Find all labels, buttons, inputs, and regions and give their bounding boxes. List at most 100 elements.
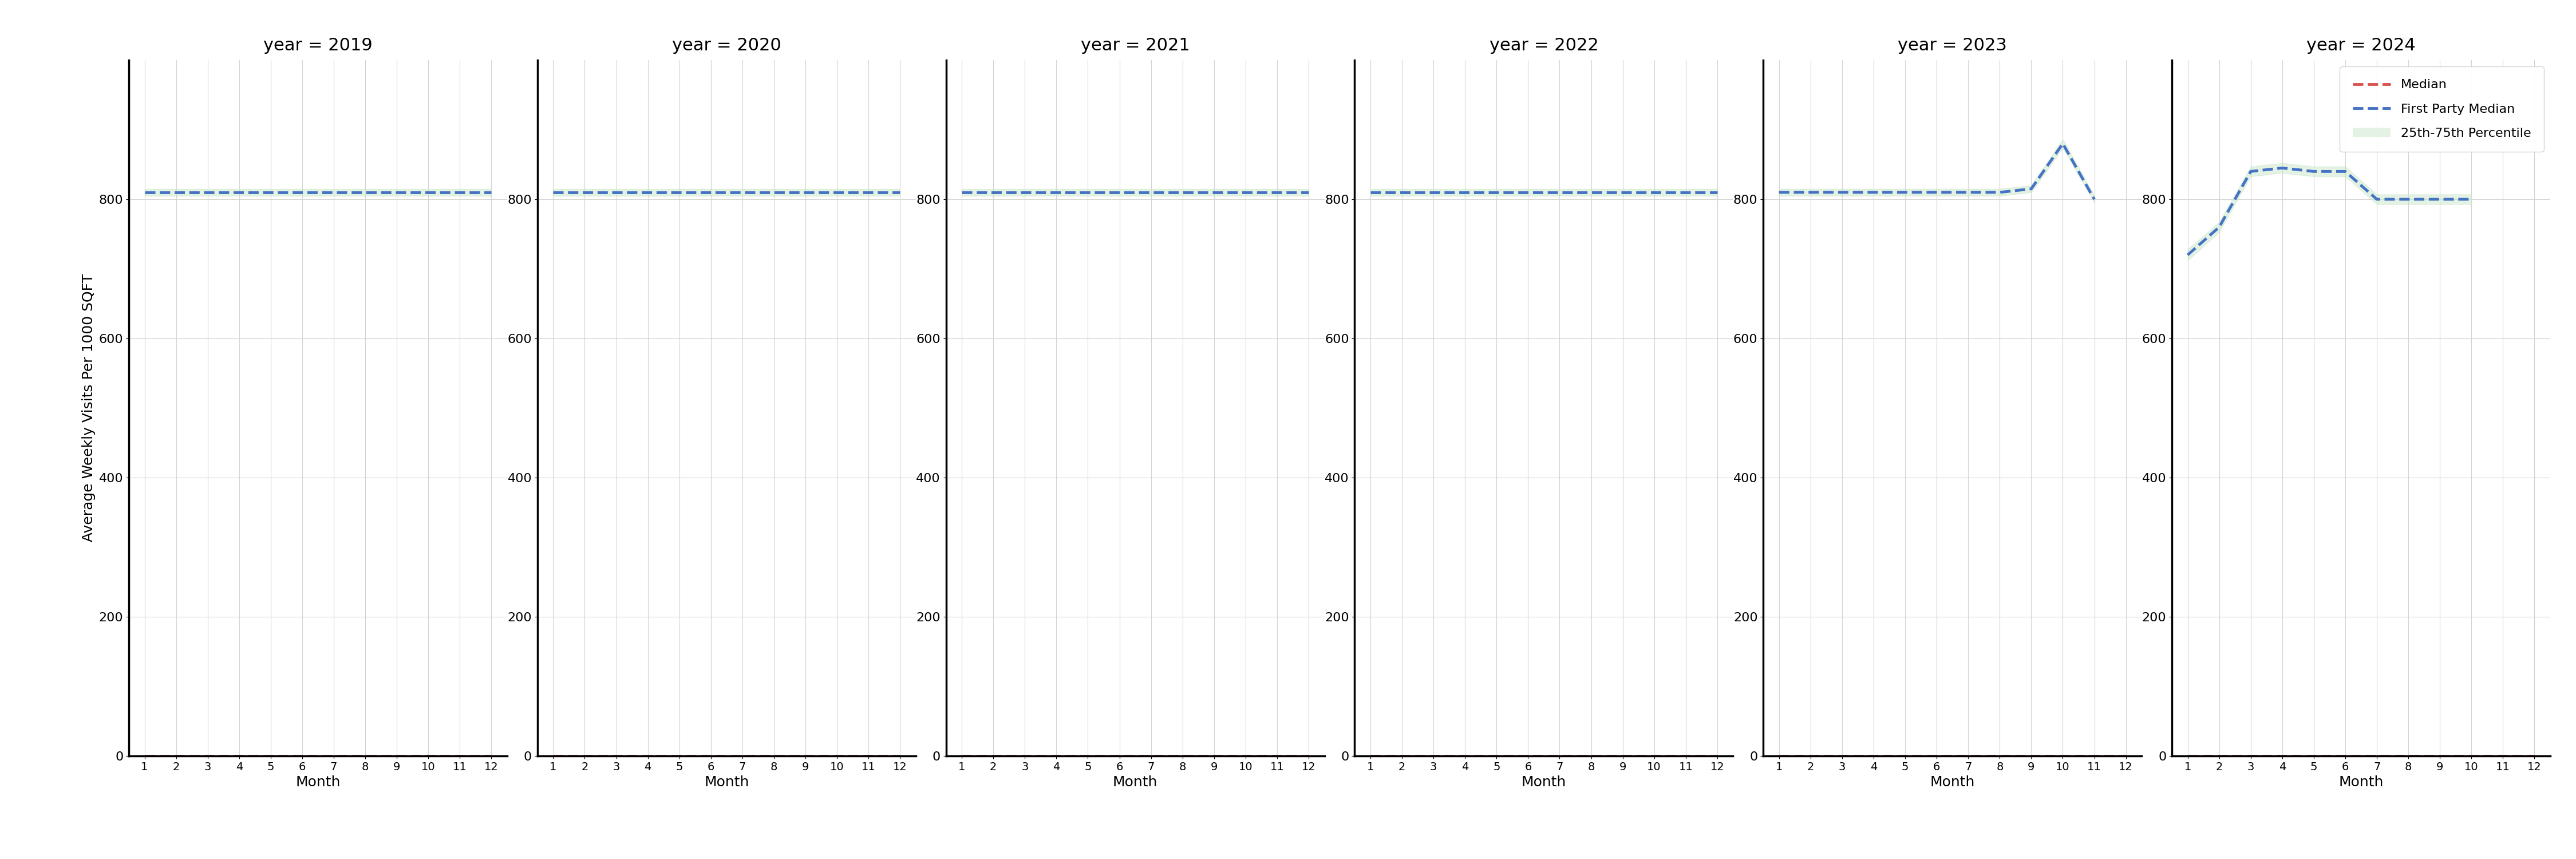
- First Party Median: [1765, 187, 1795, 198]
- First Party Median: [2202, 222, 2233, 232]
- First Party Median: [286, 187, 317, 198]
- Median: [255, 751, 286, 761]
- First Party Median: [631, 187, 662, 198]
- Median: [224, 751, 255, 761]
- Median: [569, 751, 600, 761]
- Median: [129, 751, 160, 761]
- Median: [1136, 751, 1167, 761]
- First Party Median: [665, 187, 696, 198]
- Median: [945, 751, 976, 761]
- Median: [2488, 751, 2519, 761]
- Median: [477, 751, 507, 761]
- Median: [381, 751, 412, 761]
- Median: [2079, 751, 2110, 761]
- First Party Median: [1450, 187, 1481, 198]
- First Party Median: [1198, 187, 1229, 198]
- First Party Median: [1167, 187, 1198, 198]
- First Party Median: [1231, 187, 1262, 198]
- First Party Median: [2424, 194, 2455, 204]
- First Party Median: [193, 187, 224, 198]
- First Party Median: [1136, 187, 1167, 198]
- X-axis label: Month: Month: [1113, 776, 1157, 789]
- Median: [193, 751, 224, 761]
- Title: year = 2021: year = 2021: [1079, 38, 1190, 54]
- Median: [2172, 751, 2202, 761]
- Median: [1891, 751, 1922, 761]
- Median: [1072, 751, 1103, 761]
- Median: [696, 751, 726, 761]
- Median: [2202, 751, 2233, 761]
- First Party Median: [1577, 187, 1607, 198]
- Median: [1922, 751, 1953, 761]
- First Party Median: [1638, 187, 1669, 198]
- Median: [160, 751, 191, 761]
- Median: [1669, 751, 1700, 761]
- Median: [2455, 751, 2486, 761]
- Median: [1512, 751, 1543, 761]
- X-axis label: Month: Month: [703, 776, 750, 789]
- First Party Median: [381, 187, 412, 198]
- Median: [631, 751, 662, 761]
- Median: [979, 751, 1010, 761]
- First Party Median: [1669, 187, 1700, 198]
- First Party Median: [129, 187, 160, 198]
- Median: [1638, 751, 1669, 761]
- First Party Median: [2267, 163, 2298, 174]
- First Party Median: [884, 187, 914, 198]
- Median: [2519, 751, 2550, 761]
- Median: [853, 751, 884, 761]
- Median: [1417, 751, 1448, 761]
- First Party Median: [2017, 184, 2048, 194]
- First Party Median: [2329, 167, 2360, 177]
- Title: year = 2024: year = 2024: [2306, 38, 2416, 54]
- Title: year = 2022: year = 2022: [1489, 38, 1600, 54]
- First Party Median: [822, 187, 853, 198]
- First Party Median: [1072, 187, 1103, 198]
- First Party Median: [600, 187, 631, 198]
- Median: [2048, 751, 2079, 761]
- First Party Median: [1857, 187, 1888, 198]
- First Party Median: [350, 187, 381, 198]
- Median: [600, 751, 631, 761]
- Median: [412, 751, 443, 761]
- Title: year = 2020: year = 2020: [672, 38, 781, 54]
- Median: [2017, 751, 2048, 761]
- Median: [1826, 751, 1857, 761]
- Median: [538, 751, 569, 761]
- Median: [1386, 751, 1417, 761]
- Title: year = 2019: year = 2019: [263, 38, 374, 54]
- Y-axis label: Average Weekly Visits Per 1000 SQFT: Average Weekly Visits Per 1000 SQFT: [82, 274, 95, 542]
- Median: [1293, 751, 1324, 761]
- First Party Median: [1481, 187, 1512, 198]
- First Party Median: [979, 187, 1010, 198]
- First Party Median: [160, 187, 191, 198]
- First Party Median: [477, 187, 507, 198]
- Median: [665, 751, 696, 761]
- First Party Median: [2393, 194, 2424, 204]
- First Party Median: [696, 187, 726, 198]
- First Party Median: [1891, 187, 1922, 198]
- First Party Median: [538, 187, 569, 198]
- First Party Median: [2048, 138, 2079, 149]
- Median: [2329, 751, 2360, 761]
- Median: [1105, 751, 1136, 761]
- First Party Median: [853, 187, 884, 198]
- First Party Median: [1953, 187, 1984, 198]
- Median: [1355, 751, 1386, 761]
- X-axis label: Month: Month: [2339, 776, 2383, 789]
- Legend: Median, First Party Median, 25th-75th Percentile: Median, First Party Median, 25th-75th Pe…: [2339, 66, 2545, 152]
- Median: [286, 751, 317, 761]
- Median: [1984, 751, 2014, 761]
- X-axis label: Month: Month: [1522, 776, 1566, 789]
- Median: [822, 751, 853, 761]
- First Party Median: [319, 187, 350, 198]
- First Party Median: [945, 187, 976, 198]
- X-axis label: Month: Month: [1929, 776, 1976, 789]
- First Party Median: [1386, 187, 1417, 198]
- First Party Median: [1105, 187, 1136, 198]
- Median: [726, 751, 757, 761]
- Median: [2110, 751, 2141, 761]
- Median: [1481, 751, 1512, 761]
- Median: [884, 751, 914, 761]
- Median: [1262, 751, 1293, 761]
